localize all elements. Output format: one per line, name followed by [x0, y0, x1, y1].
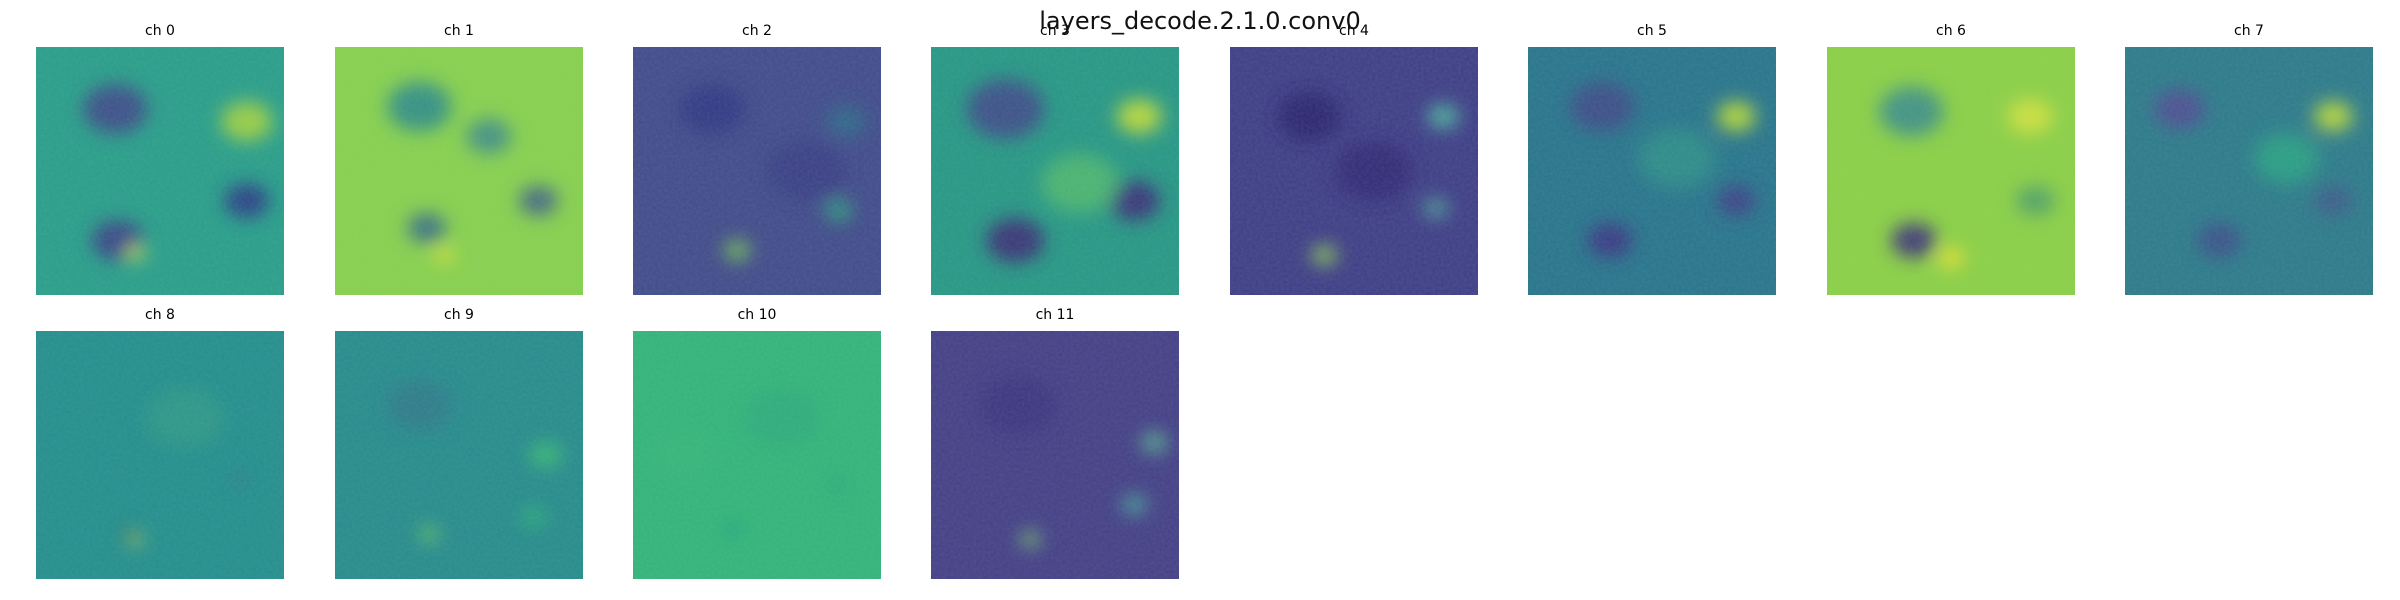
channel-7-image — [2125, 47, 2373, 295]
feature-map-7 — [2125, 47, 2373, 295]
channel-8-title: ch 8 — [145, 307, 175, 323]
feature-map-1 — [335, 47, 583, 295]
channel-5-title: ch 5 — [1637, 23, 1667, 39]
feature-map-3 — [931, 47, 1179, 295]
feature-map-0 — [36, 47, 284, 295]
channel-0-title: ch 0 — [145, 23, 175, 39]
feature-map-9 — [335, 331, 583, 579]
channel-3-title: ch 3 — [1040, 23, 1070, 39]
channel-10-image — [633, 331, 881, 579]
channel-3-image — [931, 47, 1179, 295]
channel-1-image — [335, 47, 583, 295]
feature-map-8 — [36, 331, 284, 579]
channel-11-image — [931, 331, 1179, 579]
channel-10-title: ch 10 — [737, 307, 777, 323]
channel-2-image — [633, 47, 881, 295]
channel-4-image — [1230, 47, 1478, 295]
channel-6-image — [1827, 47, 2075, 295]
channel-0-image — [36, 47, 284, 295]
channel-1-title: ch 1 — [444, 23, 474, 39]
channel-9-image — [335, 331, 583, 579]
feature-map-5 — [1528, 47, 1776, 295]
feature-map-6 — [1827, 47, 2075, 295]
channel-5-image — [1528, 47, 1776, 295]
channel-2-title: ch 2 — [742, 23, 772, 39]
feature-map-11 — [931, 331, 1179, 579]
channel-7-title: ch 7 — [2234, 23, 2264, 39]
channel-9-title: ch 9 — [444, 307, 474, 323]
channel-8-image — [36, 331, 284, 579]
channel-6-title: ch 6 — [1936, 23, 1966, 39]
figure-title: layers_decode.2.1.0.conv0 — [1039, 7, 1361, 35]
feature-map-10 — [633, 331, 881, 579]
channel-11-title: ch 11 — [1035, 307, 1075, 323]
feature-map-2 — [633, 47, 881, 295]
feature-map-4 — [1230, 47, 1478, 295]
channel-4-title: ch 4 — [1339, 23, 1369, 39]
